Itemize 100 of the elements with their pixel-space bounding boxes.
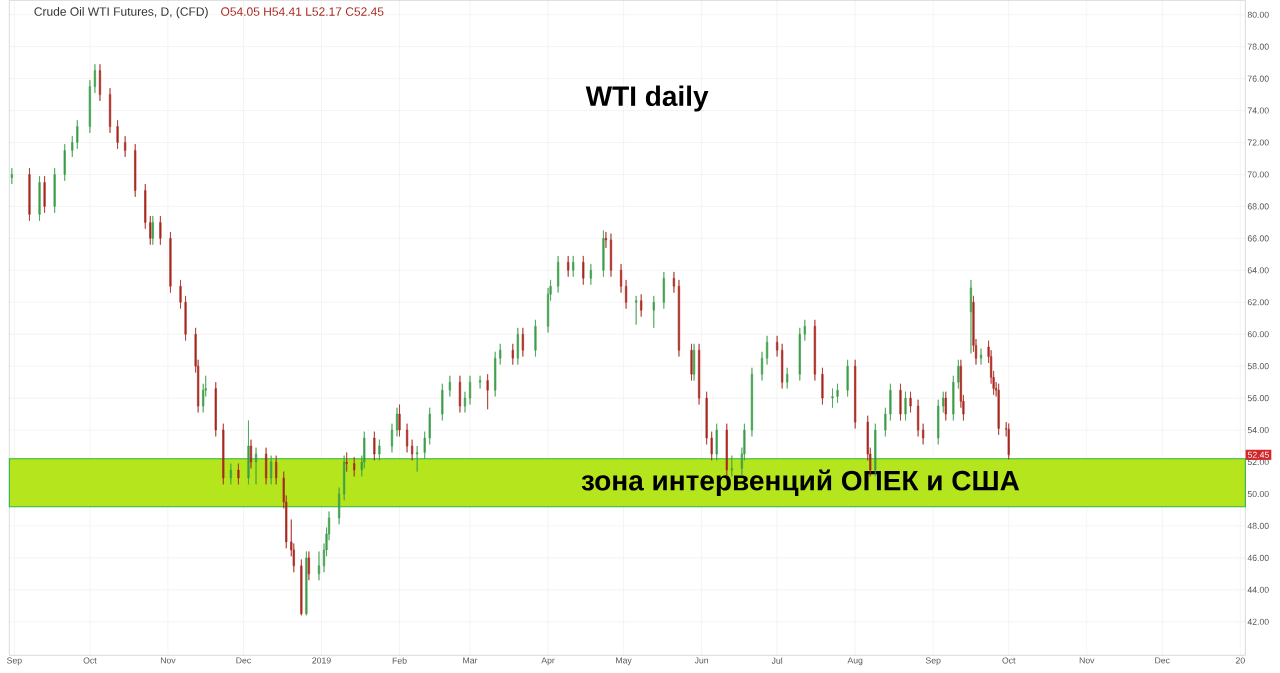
candlestick [478,375,482,389]
candlestick [108,87,112,134]
candlestick [499,343,502,365]
candlestick [589,263,592,285]
candlestick [390,423,394,453]
candlestick [144,183,147,229]
candlestick [781,343,784,389]
candlestick [969,279,973,354]
candlestick [604,231,608,249]
x-tick-label: 20 [1235,657,1245,664]
x-tick-label: Aug [847,657,863,665]
candlestick [353,456,356,477]
x-tick-label: Oct [83,657,97,664]
candlestick [249,439,253,469]
candlestick [229,463,232,485]
candlestick [786,367,789,389]
candlestick [904,391,907,421]
candlestick [93,63,97,94]
x-tick-label: Apr [541,657,555,665]
candlestick [428,407,431,445]
y-tick-label: 60.00 [1247,331,1269,338]
y-tick-label: 78.00 [1247,43,1269,50]
candlestick [76,119,79,150]
candlestick [254,447,258,485]
x-tick-label: 2019 [312,657,331,664]
candlestick [338,487,341,525]
candlestick [247,419,250,485]
candlestick [557,255,560,293]
candlestick [463,391,467,413]
candlestick [662,271,665,309]
y-tick-label: 62.00 [1247,299,1269,306]
candlestick [511,343,514,365]
candlestick [300,558,303,616]
candlestick [609,233,613,277]
candlestick [899,383,902,421]
x-tick-label: Jul [771,657,783,664]
candlestick [345,451,348,472]
x-tick-label: Mar [463,657,478,664]
candlestick [398,404,401,437]
y-tick-label: 56.00 [1247,394,1269,402]
candlestick [448,375,451,397]
candlestick [416,445,419,472]
candlestick [831,388,834,408]
candlestick [116,119,119,150]
y-tick-label: 58.00 [1247,362,1269,370]
candlestick [405,423,409,453]
candlestick [343,455,346,501]
x-tick-label: Feb [392,657,407,664]
candlestick [486,373,489,410]
candlestick [534,319,537,357]
y-tick-label: 66.00 [1247,235,1269,242]
candlestick [237,463,240,485]
candlestick [28,167,31,221]
candlestick [602,229,605,277]
candlestick [922,423,925,445]
annotation: WTI daily [585,85,709,112]
candlestick [619,263,623,293]
candlestick [813,319,816,381]
candlestick [159,215,162,245]
text: Crude Oil WTI Futures, D, (CFD) [34,6,208,19]
candlestick [952,375,955,421]
x-tick-label: Jun [694,657,709,664]
candlestick [134,143,137,198]
candlestick [567,255,570,277]
candlestick [846,359,849,397]
candlestick [468,375,472,405]
candlestick [997,383,1000,436]
candlestick [71,135,74,158]
candlestick [169,231,172,293]
candlestick [395,407,399,437]
candlestick [378,439,381,461]
candlestick [698,343,701,405]
candlestick [821,367,824,405]
candlestick [640,293,643,317]
candlestick [1007,423,1010,460]
candlestick [765,335,769,365]
y-tick-label: 76.00 [1247,75,1269,82]
candlestick [690,343,693,381]
x-tick-label: Oct [1002,657,1016,664]
y-tick-label: 44.00 [1247,586,1269,593]
candlestick [179,279,182,309]
candlestick [270,455,273,485]
candlestick [98,63,102,102]
candlestick [572,255,575,277]
candlestick [305,550,308,616]
candlestick [884,407,887,437]
candlestick [652,295,655,329]
y-tick-label: 68.00 [1247,203,1269,210]
candlestick [776,335,779,357]
candlestick [942,391,945,413]
candlestick [265,447,268,485]
annotation: 52.45 [1247,451,1269,458]
y-tick-label: 42.00 [1247,618,1269,625]
candlestick [889,383,892,421]
candlestick [411,439,414,461]
candlestick [307,550,310,581]
candlestick [124,135,127,158]
candlestick [63,143,66,182]
candlestick [677,279,681,357]
y-tick-label: 80.00 [1247,11,1269,18]
